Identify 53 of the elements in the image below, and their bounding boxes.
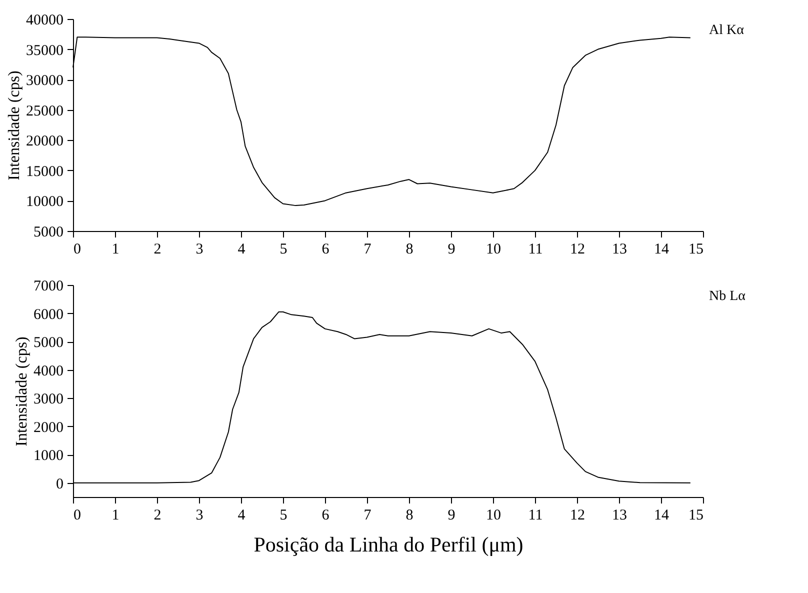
y-tick-label: 10000 [26,194,64,210]
x-tick-label: 1 [112,242,120,258]
x-tick-label: 14 [654,242,670,258]
x-tick-label: 6 [322,508,330,524]
x-tick-label: 11 [528,242,543,258]
y-tick-label: 25000 [26,103,64,120]
x-tick-label: 6 [322,242,330,258]
x-tick-label: 12 [570,508,585,524]
y-tick-label: 5000 [34,335,64,352]
x-tick-label: 15 [688,508,704,524]
x-tick-label: 11 [528,508,543,524]
y-axis-title: Intensidade (cps) [6,70,23,180]
text: Nb Lα [709,289,746,304]
x-tick-label: 0 [74,242,81,258]
x-tick-label: 10 [486,508,501,524]
x-tick-label: 2 [154,242,162,258]
x-tick-label: 0 [74,508,81,524]
x-tick-label: 4 [238,508,246,524]
x-tick-label: 3 [196,508,204,524]
x-tick-label: 7 [364,508,372,524]
y-tick-label: 30000 [26,73,64,90]
y-tick-label: 20000 [26,134,64,150]
x-tick-label: 9 [448,242,456,258]
y-tick-label: 35000 [26,42,64,59]
x-tick-label: 5 [280,242,288,258]
x-tick-label: 15 [688,242,704,258]
x-tick-label: 5 [280,508,288,524]
y-tick-label: 7000 [34,278,64,294]
x-tick-label: 8 [406,242,414,258]
x-axis-title: Posição da Linha do Perfil (μm) [254,532,524,556]
x-tick-label: 7 [364,242,372,258]
x-tick-label: 13 [612,508,627,524]
y-axis-title: Intensidade (cps) [14,336,30,446]
y-tick-label: 15000 [26,164,64,180]
x-tick-label: 4 [238,242,246,258]
series-label: Al Kα [709,23,745,38]
x-tick-label: 1 [112,508,120,524]
y-tick-label: 2000 [34,420,64,436]
x-tick-label: 12 [570,242,585,258]
x-tick-label: 3 [196,242,204,258]
y-tick-label: 6000 [34,306,64,323]
y-tick-label: 5000 [34,224,64,240]
x-tick-label: 2 [154,508,162,524]
y-tick-label: 3000 [34,392,64,408]
y-tick-label: 0 [56,476,64,492]
x-tick-label: 14 [654,508,670,524]
x-tick-label: 9 [448,508,456,524]
y-tick-label: 4000 [34,363,64,380]
x-tick-label: 13 [612,242,627,258]
y-tick-label: 40000 [26,12,64,28]
x-tick-label: 10 [486,242,501,258]
y-tick-label: 1000 [34,448,64,464]
x-tick-label: 8 [406,508,414,524]
